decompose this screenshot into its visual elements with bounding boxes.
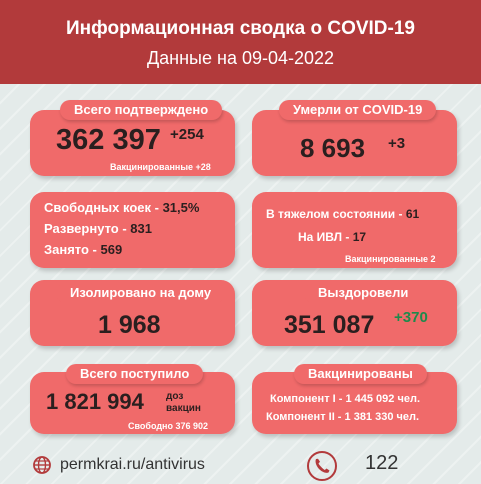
page-title: Информационная сводка о COVID-19 bbox=[66, 18, 415, 39]
deaths-label: Умерли от COVID-19 bbox=[279, 100, 437, 120]
vaccine-supply-unit-vaccines: вакцин bbox=[166, 403, 201, 414]
website-link[interactable]: permkrai.ru/antivirus bbox=[60, 456, 205, 473]
vaccine-supply-value: 1 821 994 bbox=[46, 389, 144, 414]
vaccine-supply-label: Всего поступило bbox=[66, 364, 204, 384]
beds-free: Свободных коек - 31,5% bbox=[44, 200, 200, 215]
confirmed-label: Всего подтверждено bbox=[60, 100, 223, 120]
confirmed-value: 362 397 bbox=[56, 124, 161, 156]
page-subtitle: Данные на 09-04-2022 bbox=[146, 48, 335, 68]
deaths-value: 8 693 bbox=[300, 133, 366, 163]
beds-card bbox=[30, 192, 235, 268]
recovered-value: 351 087 bbox=[284, 311, 375, 339]
ivl-count: На ИВЛ - 17 bbox=[298, 230, 367, 244]
recovered-delta: +370 bbox=[394, 309, 428, 326]
deaths-card bbox=[252, 110, 457, 176]
confirmed-card bbox=[30, 110, 235, 176]
vaccinated-component-1: Компонент I - 1 445 092 чел. bbox=[270, 393, 421, 405]
vaccinated-label: Вакцинированы bbox=[294, 364, 427, 384]
vaccine-supply-free-note: Свободно 376 902 bbox=[128, 421, 209, 431]
isolated-value: 1 968 bbox=[98, 311, 161, 339]
beds-occupied: Занято - 569 bbox=[44, 242, 123, 257]
severe-card bbox=[252, 192, 457, 268]
recovered-label: Выздоровели bbox=[304, 283, 423, 303]
confirmed-delta: +254 bbox=[170, 126, 204, 143]
confirmed-vaccinated-note: Вакцинированные +28 bbox=[110, 162, 211, 172]
hotline-number[interactable]: 122 bbox=[365, 452, 399, 474]
isolated-label: Изолировано на дому bbox=[56, 283, 226, 303]
header-banner: Информационная сводка о COVID-19 Данные … bbox=[0, 0, 481, 84]
vaccine-supply-unit-doses: доз bbox=[166, 391, 184, 402]
severe-count: В тяжелом состоянии - 61 bbox=[266, 207, 420, 221]
severe-vaccinated-note: Вакцинированные 2 bbox=[345, 254, 436, 264]
vaccinated-component-2: Компонент II - 1 381 330 чел. bbox=[266, 411, 420, 423]
phone-icon bbox=[307, 451, 337, 481]
beds-deployed: Развернуто - 831 bbox=[44, 221, 152, 236]
globe-icon bbox=[33, 456, 51, 474]
deaths-delta: +3 bbox=[388, 135, 406, 152]
